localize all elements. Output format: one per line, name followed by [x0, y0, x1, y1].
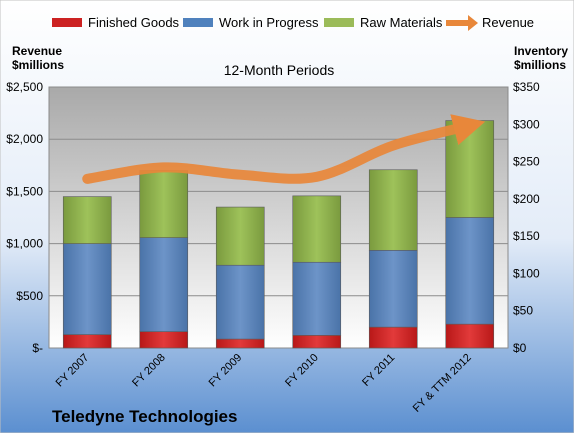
- revenue-line-path: [82, 114, 486, 184]
- legend-label-work-in-progress: Work in Progress: [219, 15, 319, 30]
- right-tick-label: $300: [513, 117, 540, 131]
- bar-work-in-progress: [215, 264, 265, 340]
- bar-work-in-progress: [445, 217, 495, 325]
- left-axis-title-line1: Revenue: [12, 44, 62, 58]
- bar-raw-materials: [215, 206, 265, 266]
- bar-finished-goods: [215, 338, 265, 349]
- legend-label-revenue: Revenue: [482, 15, 534, 30]
- right-tick-label: $50: [513, 304, 533, 318]
- left-tick-label: $2,000: [6, 132, 43, 146]
- left-tick-label: $2,500: [6, 80, 43, 94]
- bar-work-in-progress: [368, 250, 418, 328]
- bar-work-in-progress: [139, 237, 189, 332]
- right-axis-title-line1: Inventory: [514, 44, 568, 58]
- legend-swatch-work-in-progress: [183, 18, 213, 27]
- right-tick-label: $350: [513, 80, 540, 94]
- bar-finished-goods: [62, 334, 112, 349]
- bar-raw-materials: [62, 196, 112, 244]
- left-tick-label: $-: [32, 341, 43, 355]
- bar-finished-goods: [292, 335, 342, 349]
- left-tick-label: $500: [16, 289, 43, 303]
- right-tick-label: $200: [513, 192, 540, 206]
- right-tick-label: $150: [513, 229, 540, 243]
- right-axis-ticks: $0 $50 $100 $150 $200 $250 $300 $350: [513, 80, 540, 355]
- bar-work-in-progress: [292, 261, 342, 336]
- right-tick-label: $250: [513, 155, 540, 169]
- bar-finished-goods: [139, 331, 189, 349]
- bar-raw-materials: [368, 169, 418, 251]
- bar-raw-materials: [139, 170, 189, 238]
- right-tick-label: $0: [513, 341, 527, 355]
- bar-finished-goods: [368, 326, 418, 349]
- bar-work-in-progress: [62, 243, 112, 335]
- left-axis-title-line2: $millions: [12, 58, 64, 72]
- legend-swatch-finished-goods: [52, 18, 82, 27]
- legend-label-raw-materials: Raw Materials: [360, 15, 443, 30]
- stacked-bars: [62, 120, 495, 349]
- legend: Finished Goods Work in Progress Raw Mate…: [52, 15, 534, 31]
- bar-finished-goods: [445, 323, 495, 349]
- left-tick-label: $1,500: [6, 184, 43, 198]
- left-axis-ticks: $- $500 $1,000 $1,500 $2,000 $2,500: [6, 80, 43, 355]
- right-tick-label: $100: [513, 266, 540, 280]
- revenue-line: [82, 114, 486, 184]
- right-axis-title-line2: $millions: [514, 58, 566, 72]
- bar-raw-materials: [445, 120, 495, 218]
- legend-swatch-raw-materials: [324, 18, 354, 27]
- company-name: Teledyne Technologies: [52, 407, 237, 426]
- plot-area: [48, 86, 509, 349]
- left-tick-label: $1,000: [6, 237, 43, 251]
- chart-title: 12-Month Periods: [224, 62, 335, 78]
- legend-arrow-revenue: [468, 15, 478, 31]
- bar-raw-materials: [292, 195, 342, 263]
- legend-label-finished-goods: Finished Goods: [88, 15, 180, 30]
